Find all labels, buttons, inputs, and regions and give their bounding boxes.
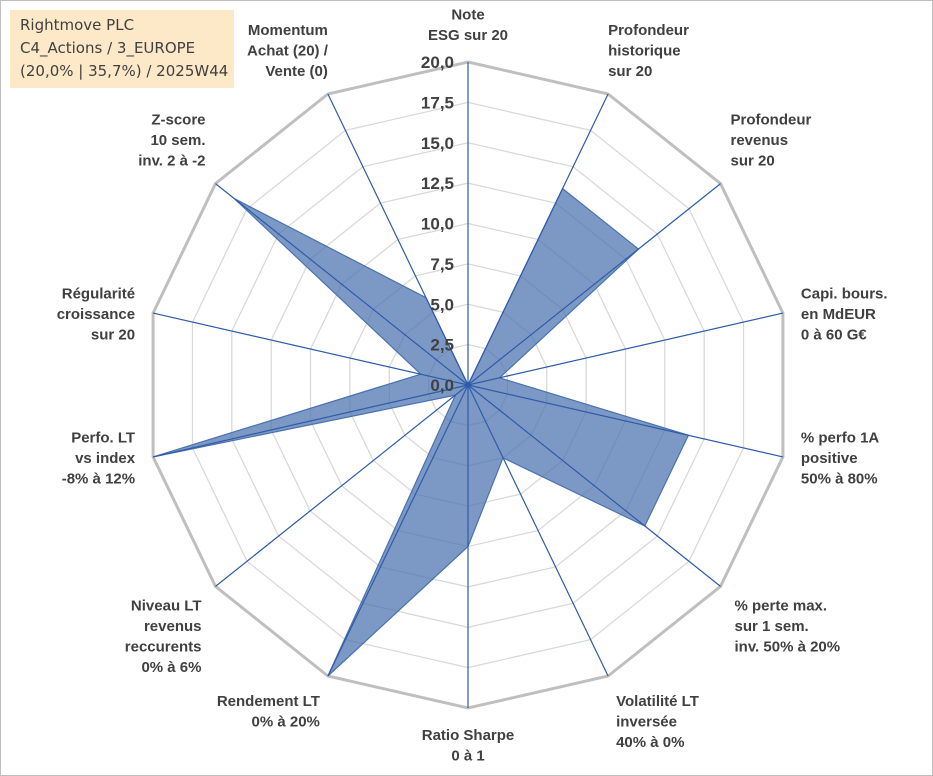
axis-label-line: Niveau LT — [131, 597, 202, 614]
tick-label: 12,5 — [421, 174, 454, 193]
axis-label-line: Z-score — [151, 112, 205, 129]
axis-label-5: % perfo 1A positive 50% à 80% — [801, 429, 880, 487]
axis-label-line: croissance — [57, 306, 135, 323]
axis-label-6: % perte max. sur 1 sem. inv. 50% à 20% — [735, 597, 841, 655]
axis-label-13: Z-score 10 sem. inv. 2 à -2 — [138, 112, 205, 170]
axis-label-line: sur 20 — [91, 327, 135, 344]
axis-label-line: Profondeur — [731, 112, 812, 129]
axis-label-10: Niveau LT revenus reccurents 0% à 6% — [125, 597, 202, 676]
axis-label-line: Achat (20) / — [247, 43, 329, 60]
tick-label: 15,0 — [421, 134, 454, 153]
axis-label-line: inv. 2 à -2 — [138, 153, 205, 170]
tick-label: 5,0 — [430, 295, 454, 314]
axis-label-line: reccurents — [125, 638, 202, 655]
axis-label-4: Capi. bours. en MdEUR 0 à 60 G€ — [801, 286, 888, 344]
axis-label-line: 10 sem. — [150, 132, 205, 149]
axis-label-line: Capi. bours. — [801, 286, 888, 303]
axis-label-line: -8% à 12% — [62, 470, 135, 487]
axis-label-line: 0% à 20% — [252, 714, 320, 731]
axis-label-1: Note ESG sur 20 — [428, 7, 508, 45]
axis-label-line: 50% à 80% — [801, 470, 878, 487]
axis-label-14: Momentum Achat (20) / Vente (0) — [247, 22, 329, 80]
axis-spoke-5 — [467, 384, 784, 458]
info-company: Rightmove PLC — [20, 16, 135, 34]
axis-label-line: Note — [451, 7, 484, 24]
axis-label-line: historique — [608, 43, 681, 60]
axis-label-line: Momentum — [248, 22, 328, 39]
axis-label-line: inv. 50% à 20% — [735, 638, 841, 655]
axis-label-line: revenus — [731, 132, 789, 149]
tick-label: 20,0 — [421, 53, 454, 72]
info-box: Rightmove PLC C4_Actions / 3_EUROPE (20,… — [10, 10, 234, 88]
axis-label-line: Vente (0) — [265, 63, 328, 80]
axis-spoke-13 — [215, 183, 469, 386]
axis-label-line: Rendement LT — [217, 693, 320, 710]
axis-label-line: Profondeur — [608, 22, 689, 39]
radar-series — [152, 187, 690, 677]
axis-label-line: sur 1 sem. — [735, 618, 809, 635]
axis-spoke-10 — [215, 384, 469, 587]
tick-label: 0,0 — [430, 376, 454, 395]
radar-tick-labels: 0,0 2,5 5,0 7,5 10,0 12,5 15,0 17,5 20,0 — [421, 53, 454, 395]
axis-label-line: 0 à 60 G€ — [801, 327, 868, 344]
axis-label-3: Profondeur revenus sur 20 — [731, 112, 812, 170]
axis-label-8: Ratio Sharpe 0 à 1 — [422, 727, 515, 765]
axis-label-line: Ratio Sharpe — [422, 727, 515, 744]
axis-label-line: vs index — [75, 450, 136, 467]
axis-label-11: Perfo. LT vs index -8% à 12% — [62, 429, 136, 487]
axis-label-line: inversée — [616, 714, 677, 731]
axis-label-2: Profondeur historique sur 20 — [608, 22, 689, 80]
axis-spoke-7 — [467, 384, 609, 677]
radar-spokes — [152, 62, 784, 708]
axis-label-line: Régularité — [62, 286, 135, 303]
axis-spoke-2 — [467, 93, 609, 386]
axis-spoke-12 — [152, 312, 469, 386]
axis-label-line: sur 20 — [731, 153, 775, 170]
axis-label-line: 0% à 6% — [141, 659, 201, 676]
info-category: C4_Actions / 3_EUROPE — [20, 39, 196, 57]
axis-spoke-9 — [327, 384, 469, 677]
axis-spoke-11 — [152, 384, 469, 458]
axis-label-line: positive — [801, 450, 858, 467]
axis-spoke-4 — [467, 312, 784, 386]
axis-label-line: sur 20 — [608, 63, 652, 80]
tick-label: 2,5 — [430, 336, 454, 355]
axis-spoke-6 — [467, 384, 721, 587]
series-area — [152, 187, 690, 677]
axis-spoke-3 — [467, 183, 721, 386]
axis-label-line: % perte max. — [735, 597, 828, 614]
radar-axis-labels: Note ESG sur 20 Profondeur historique sur 20… — [57, 7, 888, 765]
tick-label: 10,0 — [421, 215, 454, 234]
axis-label-line: revenus — [144, 618, 202, 635]
axis-spoke-14 — [327, 93, 469, 386]
tick-label: 17,5 — [421, 93, 454, 112]
axis-label-line: ESG sur 20 — [428, 27, 508, 44]
axis-label-line: % perfo 1A — [801, 429, 880, 446]
axis-label-line: Volatilité LT — [616, 693, 699, 710]
axis-label-line: 0 à 1 — [451, 748, 484, 765]
axis-label-line: en MdEUR — [801, 306, 876, 323]
axis-label-7: Volatilité LT inversée 40% à 0% — [616, 693, 699, 751]
axis-label-12: Régularité croissance sur 20 — [57, 286, 135, 344]
axis-label-line: Perfo. LT — [71, 429, 135, 446]
info-period: (20,0% | 35,7%) / 2025W44 — [20, 62, 229, 80]
tick-label: 7,5 — [430, 255, 454, 274]
axis-label-line: 40% à 0% — [616, 734, 684, 751]
axis-label-9: Rendement LT 0% à 20% — [217, 693, 320, 731]
